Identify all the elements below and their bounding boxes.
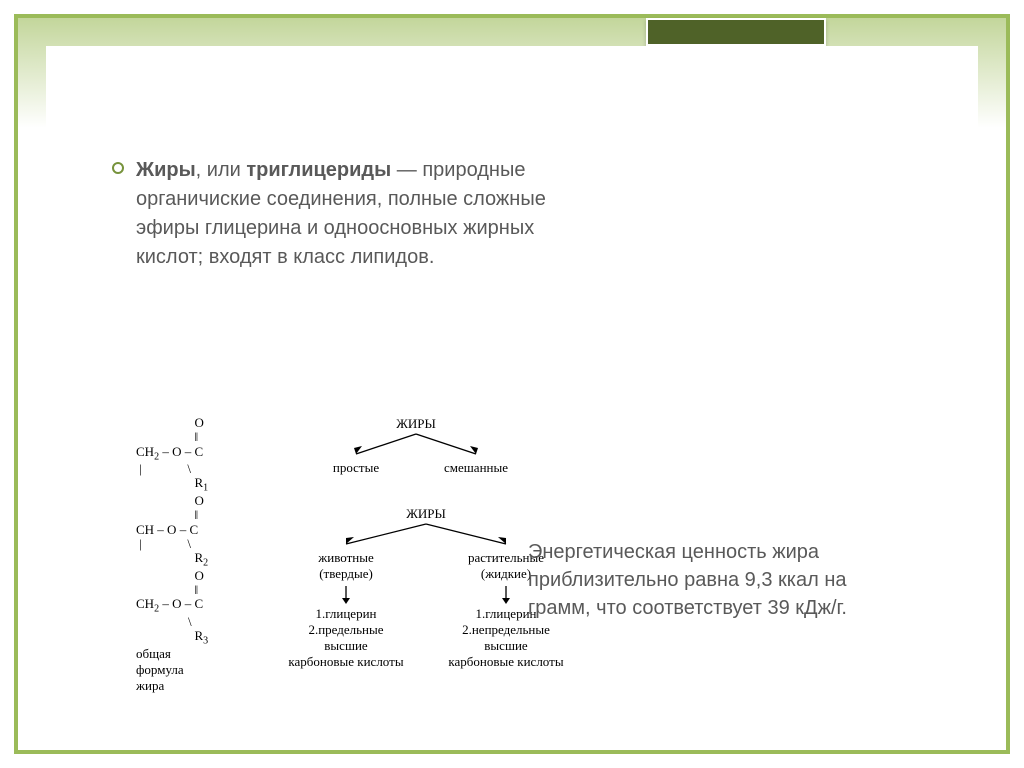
list-item: 2.предельные — [276, 622, 416, 638]
caption-line2: формула — [136, 662, 184, 678]
list-item: высшие — [276, 638, 416, 654]
list-item: карбоновые кислоты — [436, 654, 576, 670]
tree2-root: ЖИРЫ — [276, 506, 576, 522]
tree2-left-sub: (твердые) — [276, 566, 416, 582]
slide-inner-frame: Жиры, или триглицериды — природные орган… — [46, 46, 978, 722]
tree2-left-head: животные — [276, 550, 416, 566]
formula-caption: общая формула жира — [136, 646, 184, 694]
tree1-left: простые — [306, 460, 406, 476]
list-item: 1.глицерин — [276, 606, 416, 622]
text-mid: , или — [196, 159, 247, 181]
bullet-icon — [112, 162, 124, 174]
list-item: 2.непредельные — [436, 622, 576, 638]
term-triglycerides: триглицериды — [246, 159, 391, 181]
top-accent-bar — [646, 18, 826, 46]
slide-outer-border: Жиры, или триглицериды — природные орган… — [14, 14, 1010, 754]
tree2-left-list: 1.глицерин 2.предельные высшие карбоновы… — [276, 606, 416, 670]
tree-animal-plant: ЖИРЫ животные (твердые) растительн — [276, 506, 576, 522]
content-area: Жиры, или триглицериды — природные орган… — [96, 96, 928, 682]
tree1-arrows — [306, 432, 526, 462]
tree-simple-mixed: ЖИРЫ простые смешанные — [306, 416, 526, 432]
tree1-root: ЖИРЫ — [306, 416, 526, 432]
energy-value-text: Энергетическая ценность жира приблизител… — [528, 538, 888, 622]
list-item: высшие — [436, 638, 576, 654]
caption-line3: жира — [136, 678, 184, 694]
definition-paragraph: Жиры, или триглицериды — природные орган… — [136, 156, 576, 272]
list-item: карбоновые кислоты — [276, 654, 416, 670]
caption-line1: общая — [136, 646, 184, 662]
term-fats: Жиры — [136, 159, 196, 181]
tree1-right: смешанные — [426, 460, 526, 476]
chemical-formula: O ‖ CH2 – O – C | \ R1 O ‖ CH – O – C — [136, 416, 208, 647]
